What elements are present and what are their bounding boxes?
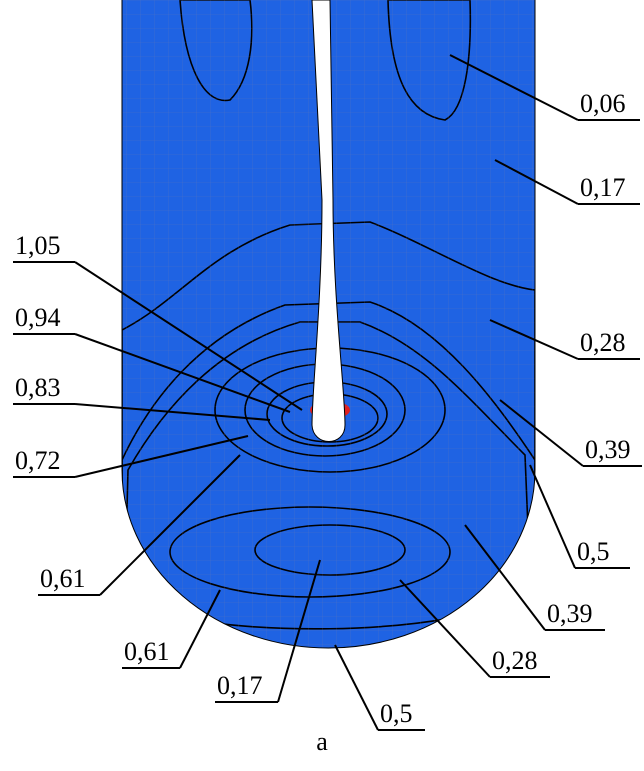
contour-label: 0,17 [217,671,263,700]
contour-label: 0,72 [15,446,61,475]
contour-label: 0,28 [492,646,538,675]
contour-label: 0,06 [580,89,626,118]
contour-label: 1,05 [15,231,61,260]
caption: a [316,727,328,756]
crack [311,0,346,442]
contour-label: 0,83 [15,373,61,402]
contour-label: 0,17 [580,173,626,202]
contour-label: 0,39 [585,435,631,464]
contour-label: 0,61 [124,637,170,666]
contour-label: 0,5 [577,537,610,566]
contour-label: 0,28 [580,328,626,357]
contour-label: 0,61 [40,564,86,593]
contour-label: 0,5 [380,699,413,728]
contour-label: 0,94 [15,303,61,332]
outline [121,0,536,649]
labels: 0,06 0,17 0,28 0,39 0,5 0,39 0,28 0,5 0,… [13,54,642,731]
contour-label: 0,39 [547,599,593,628]
